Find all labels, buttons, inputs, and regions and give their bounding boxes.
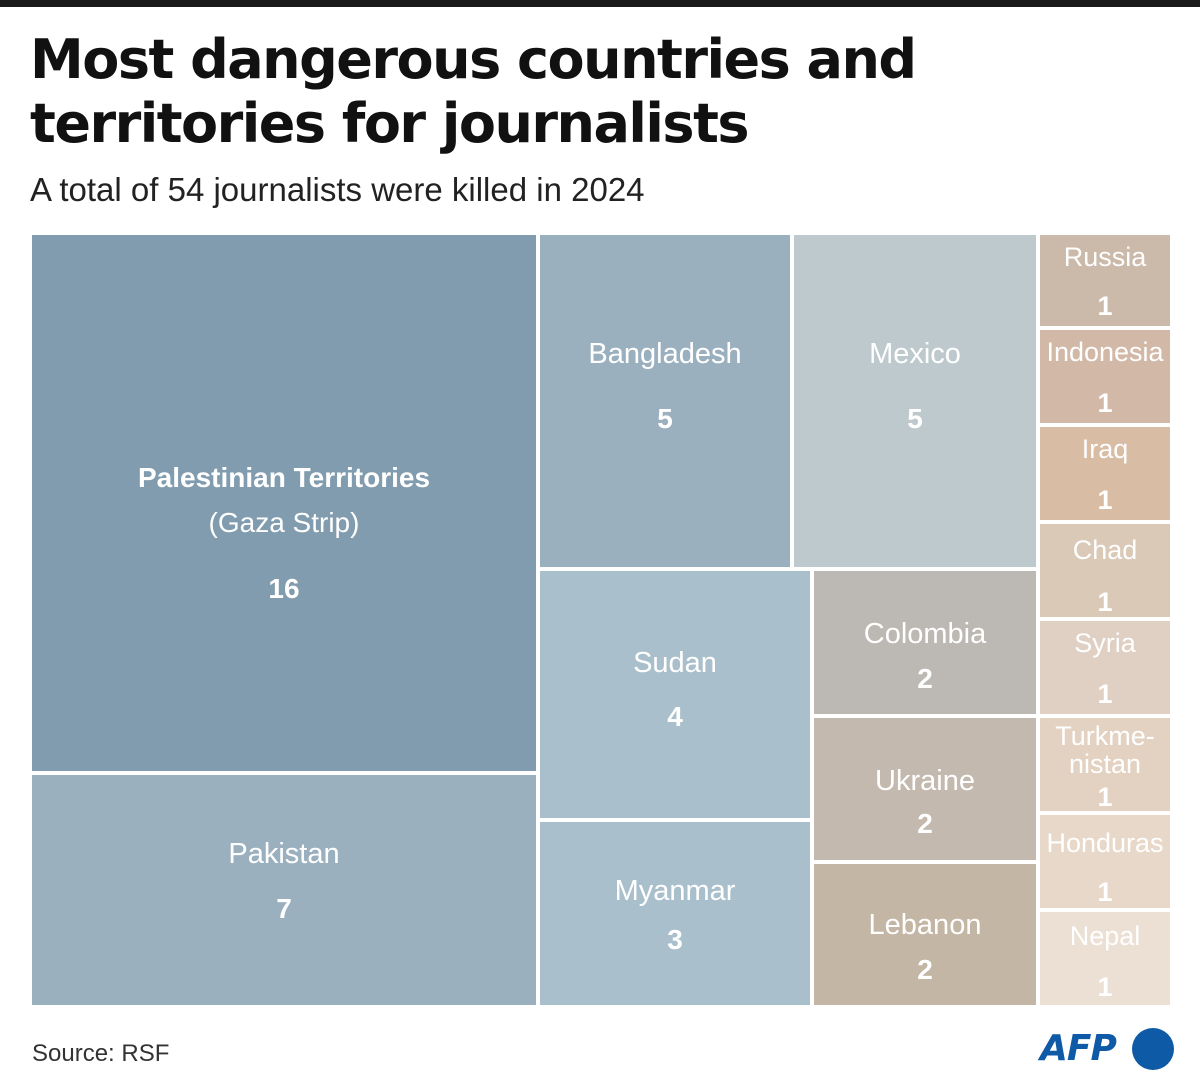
tile-label: Syria (1074, 628, 1136, 658)
tile-label: Turkme- nistan (1055, 721, 1155, 780)
tile-palestinian-territories: Palestinian Territories (Gaza Strip) 16 (30, 233, 538, 773)
tile-label: Mexico (869, 338, 961, 370)
afp-logo-dot (1132, 1028, 1174, 1070)
tile-chad: Chad 1 (1038, 522, 1172, 619)
tile-nepal: Nepal 1 (1038, 910, 1172, 1007)
source-note: Source: RSF (32, 1040, 170, 1067)
tile-value: 1 (1097, 972, 1113, 1002)
tile-label: Russia (1063, 242, 1147, 272)
tile-label: Nepal (1069, 921, 1141, 951)
tile-value: 5 (657, 403, 673, 434)
tile-ukraine: Ukraine 2 (812, 716, 1038, 862)
tile-value: 1 (1097, 782, 1113, 812)
tile-value: 1 (1097, 485, 1113, 515)
tile-label: Palestinian Territories (137, 462, 431, 493)
tile-label: Chad (1072, 535, 1138, 565)
tile-label: Honduras (1046, 828, 1164, 858)
tile-label: Iraq (1081, 434, 1129, 464)
tile-bangladesh: Bangladesh 5 (538, 233, 792, 569)
tile-value: 2 (917, 808, 933, 839)
tile-syria: Syria 1 (1038, 619, 1172, 716)
tile-turkme-nistan: Turkme- nistan 1 (1038, 716, 1172, 813)
tile-sudan: Sudan 4 (538, 569, 812, 820)
tile-pakistan: Pakistan 7 (30, 773, 538, 1007)
tile-mexico: Mexico 5 (792, 233, 1038, 569)
tile-label: Sudan (633, 647, 717, 679)
tile-label: Bangladesh (588, 338, 742, 370)
chart-subtitle: A total of 54 journalists were killed in… (30, 171, 645, 208)
tile-value: 4 (667, 701, 683, 732)
afp-logo-text: AFP (1040, 1028, 1117, 1069)
tile-value: 3 (667, 924, 683, 955)
tile-value: 16 (268, 573, 300, 604)
tile-iraq: Iraq 1 (1038, 425, 1172, 522)
tile-lebanon: Lebanon 2 (812, 862, 1038, 1007)
tile-value: 1 (1097, 679, 1113, 709)
tile-value: 1 (1097, 388, 1113, 418)
top-rule (0, 0, 1200, 7)
tile-russia: Russia 1 (1038, 233, 1172, 328)
chart-title: Most dangerous countries and territories… (30, 28, 917, 155)
tile-value: 1 (1097, 877, 1113, 907)
tile-label: Myanmar (614, 875, 736, 907)
tile-value: 7 (276, 893, 292, 924)
tile-colombia: Colombia 2 (812, 569, 1038, 716)
tile-myanmar: Myanmar 3 (538, 820, 812, 1007)
tile-value: 1 (1097, 291, 1113, 321)
afp-logo: AFP (1040, 1026, 1175, 1076)
tile-sublabel: (Gaza Strip) (208, 507, 360, 538)
tile-honduras: Honduras 1 (1038, 813, 1172, 910)
tile-label: Pakistan (228, 838, 340, 870)
tile-indonesia: Indonesia 1 (1038, 328, 1172, 425)
tile-value: 2 (917, 954, 933, 985)
tile-label: Colombia (863, 618, 987, 650)
tile-value: 1 (1097, 587, 1113, 617)
tile-label: Ukraine (875, 765, 975, 797)
tile-label: Lebanon (868, 909, 982, 941)
tile-value: 5 (907, 403, 923, 434)
tile-value: 2 (917, 663, 933, 694)
tile-label: Indonesia (1046, 337, 1164, 367)
